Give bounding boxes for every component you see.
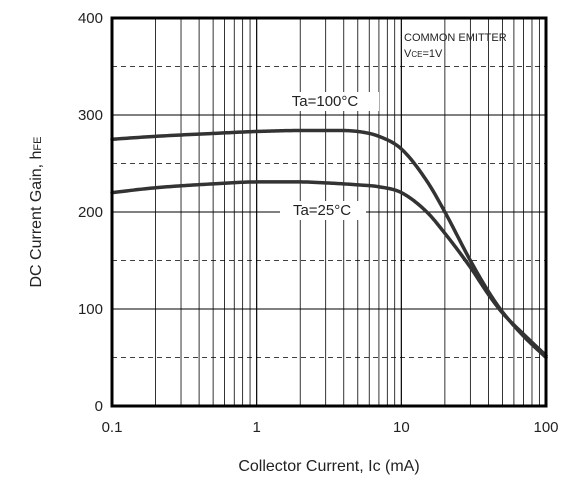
plot-frame <box>110 16 548 408</box>
curve-label-100c: Ta=100°C <box>292 93 359 110</box>
y-tick-label: 400 <box>78 10 103 27</box>
y-tick-label: 100 <box>78 301 103 318</box>
y-tick-label: 0 <box>95 398 103 415</box>
curve-label-background-25c <box>280 201 366 220</box>
x-tick-label: 0.1 <box>102 419 123 436</box>
y-tick-label: 200 <box>78 204 103 221</box>
y-tick-label: 300 <box>78 107 103 124</box>
curve-label-background-100c <box>271 92 379 111</box>
annotation-vce-main: V <box>404 48 412 60</box>
annotation-box: COMMON EMITTER VCE=1V <box>404 32 507 60</box>
x-axis-label: Collector Current, Ic (mA) <box>238 458 419 475</box>
curve-series-0 <box>110 128 548 360</box>
curves <box>110 128 548 360</box>
y-axis-label-sub: FE <box>32 137 44 151</box>
y-axis-label-main: DC Current Gain, h <box>28 151 45 288</box>
tick-labels: 0.1 1 10 100 0 100 200 300 400 <box>78 10 559 436</box>
curve-series-1 <box>110 180 548 358</box>
annotation-vce-rest: =1V <box>422 48 443 60</box>
x-tick-label: 10 <box>393 419 410 436</box>
annotation-vce-sub: CE <box>411 50 422 59</box>
x-tick-label: 100 <box>533 419 558 436</box>
y-axis-label: DC Current Gain, hFE <box>28 137 45 288</box>
curve-label-25c: Ta=25°C <box>293 202 351 219</box>
annotation-line-2: VCE=1V <box>404 48 443 60</box>
x-tick-label: 1 <box>252 419 260 436</box>
annotation-line-1: COMMON EMITTER <box>404 32 507 44</box>
